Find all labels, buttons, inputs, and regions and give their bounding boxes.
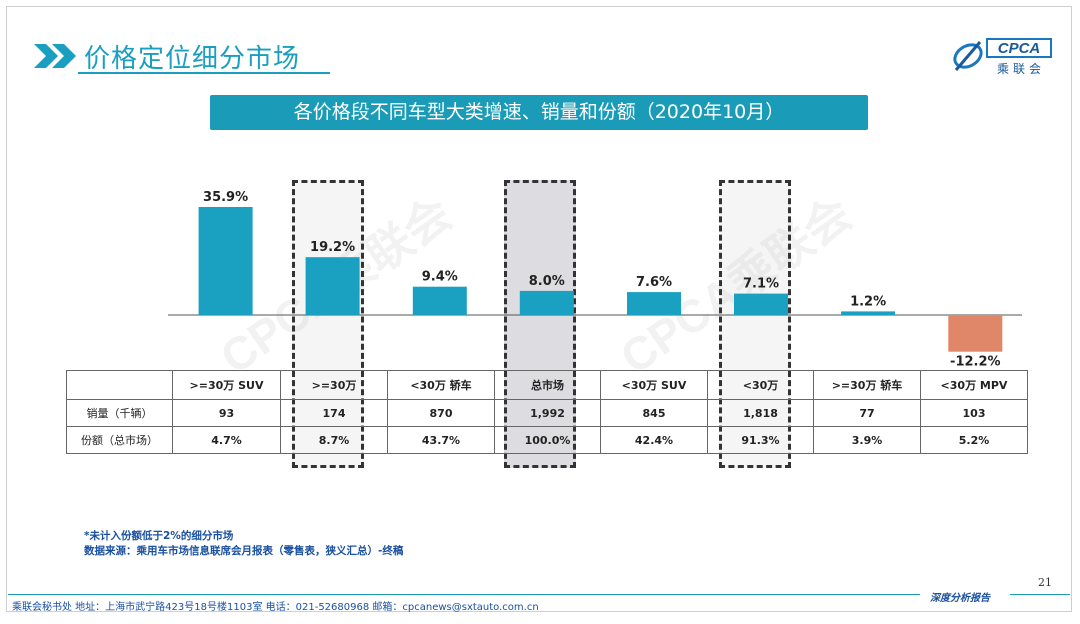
table-cell: 845 [600, 399, 708, 427]
double-chevron-icon [34, 44, 76, 68]
table-cell: 1,992 [494, 399, 601, 427]
note-line: *未计入份额低于2%的细分市场 [84, 530, 234, 542]
data-label-3: 8.0% [529, 274, 565, 289]
bar-2 [412, 286, 467, 315]
source-line: 数据来源：乘用车市场信息联席会月报表（零售表，狭义汇总）-终稿 [84, 545, 404, 557]
notes: *未计入份额低于2%的细分市场 数据来源：乘用车市场信息联席会月报表（零售表，狭… [84, 529, 403, 559]
table-cell: 3.9% [813, 426, 921, 454]
title-area: 价格定位细分市场 [32, 38, 300, 74]
table-header-cell: 总市场 [494, 370, 601, 400]
table-cell: 103 [920, 399, 1028, 427]
table-cell: 870 [387, 399, 495, 427]
table-header-cell: <30万 [707, 370, 814, 400]
table-cell: 93 [172, 399, 281, 427]
table-cell: 1,818 [707, 399, 814, 427]
table-cell: 100.0% [494, 426, 601, 454]
bar-5 [734, 293, 788, 315]
table-row: 销量（千辆） 93 174 870 1,992 845 1,818 77 103 [66, 399, 1028, 427]
footer-address: 乘联会秘书处 地址：上海市武宁路423号18号楼1103室 电话：021-526… [12, 602, 539, 613]
table-row-label: 份额（总市场） [66, 426, 173, 454]
page-title: 价格定位细分市场 [84, 43, 301, 74]
chart-title-banner: 各价格段不同车型大类增速、销量和份额（2020年10月） [210, 95, 868, 130]
table-header-cell: >=30万 SUV [172, 370, 281, 400]
data-label-4: 7.6% [636, 275, 672, 290]
table-cell: 91.3% [707, 426, 814, 454]
table-row-label: 销量（千辆） [66, 399, 173, 427]
title-underline [78, 72, 330, 74]
table-cell: 43.7% [387, 426, 495, 454]
bar-1 [305, 257, 360, 315]
bar-4 [627, 292, 681, 315]
table-corner-cell [66, 370, 173, 400]
data-label-6: 1.2% [850, 294, 886, 309]
footer-divider-left [8, 594, 920, 595]
data-label-0: 35.9% [203, 190, 248, 205]
bar-6 [841, 311, 896, 315]
data-table: >=30万 SUV >=30万 <30万 轿车 总市场 <30万 SUV <30… [66, 370, 1028, 454]
footer-divider-right [1010, 594, 1070, 595]
table-cell: 77 [813, 399, 921, 427]
page-number: 21 [1038, 576, 1052, 589]
data-label-5: 7.1% [743, 277, 779, 292]
table-cell: 4.7% [172, 426, 281, 454]
table-row: 份额（总市场） 4.7% 8.7% 43.7% 100.0% 42.4% 91.… [66, 426, 1028, 454]
data-label-2: 9.4% [422, 270, 458, 285]
data-label-1: 19.2% [310, 240, 355, 255]
logo-text: CPCA [986, 38, 1052, 58]
slide-frame [6, 6, 1072, 612]
footer-report-label: 深度分析报告 [930, 593, 990, 604]
data-label-7: -12.2% [950, 355, 1001, 370]
table-header-row: >=30万 SUV >=30万 <30万 轿车 总市场 <30万 SUV <30… [66, 370, 1028, 400]
logo-subtext: 乘联会 [996, 62, 1045, 76]
cpca-logo-icon [953, 41, 983, 71]
table-header-cell: <30万 MPV [920, 370, 1028, 400]
table-header-cell: >=30万 轿车 [813, 370, 921, 400]
table-cell: 5.2% [920, 426, 1028, 454]
table-cell: 42.4% [600, 426, 708, 454]
table-cell: 174 [280, 399, 388, 427]
bar-3 [519, 290, 574, 315]
table-header-cell: >=30万 [280, 370, 388, 400]
bar-7 [948, 315, 1003, 352]
table-header-cell: <30万 轿车 [387, 370, 495, 400]
table-header-cell: <30万 SUV [600, 370, 708, 400]
bar-0 [198, 207, 253, 315]
table-cell: 8.7% [280, 426, 388, 454]
